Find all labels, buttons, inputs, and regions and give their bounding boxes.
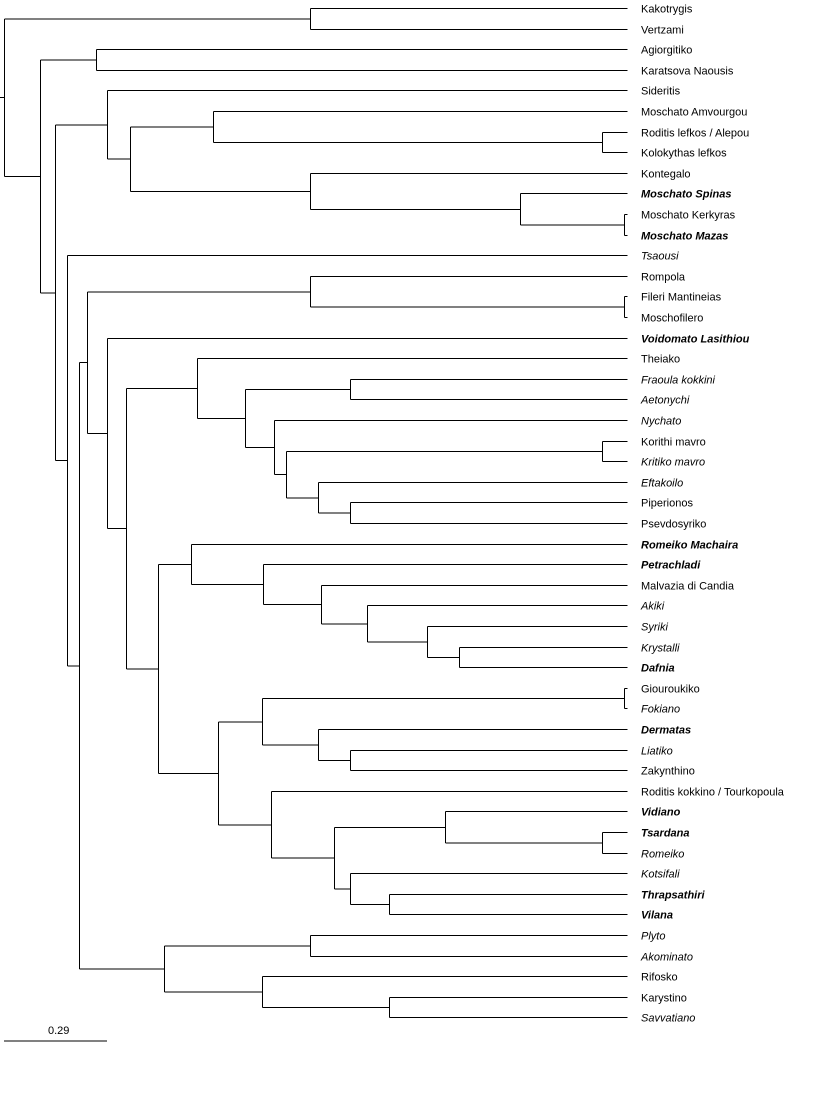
leaf-label: Vidiano <box>641 807 681 819</box>
leaf-label: Nychato <box>641 416 681 428</box>
leaf-label: Korithi mavro <box>641 437 706 449</box>
leaf-label: Fokiano <box>641 704 680 716</box>
leaf-label: Eftakoilo <box>641 478 683 490</box>
leaf-label: Malvazia di Candia <box>641 581 735 593</box>
leaf-label: Moschato Amvourgou <box>641 107 747 119</box>
leaf-label: Savvatiano <box>641 1013 695 1025</box>
leaf-label: Tsardana <box>641 828 690 840</box>
leaf-label: Fileri Mantineias <box>641 292 722 304</box>
leaf-label: Moschato Mazas <box>641 231 728 243</box>
leaf-label: Voidomato Lasithiou <box>641 334 750 346</box>
leaf-label: Syriki <box>641 622 668 634</box>
leaf-label: Moschofilero <box>641 313 703 325</box>
leaf-label: Agiorgitiko <box>641 45 692 57</box>
leaf-label: Thrapsathiri <box>641 890 706 902</box>
leaf-label: Liatiko <box>641 746 673 758</box>
leaf-label: Akominato <box>640 952 693 964</box>
leaf-label: Petrachladi <box>641 560 701 572</box>
leaf-label: Dermatas <box>641 725 691 737</box>
scale-bar: 0.29 <box>4 1025 107 1042</box>
leaf-label: Kritiko mavro <box>641 457 705 469</box>
leaf-label: Sideritis <box>641 86 681 98</box>
leaf-label: Roditis kokkino / Tourkopoula <box>641 787 785 799</box>
leaf-label: Akiki <box>640 601 665 613</box>
leaf-label: Karystino <box>641 993 687 1005</box>
leaf-label: Romeiko Machaira <box>641 540 738 552</box>
leaf-label: Fraoula kokkini <box>641 375 716 387</box>
leaf-label: Psevdosyriko <box>641 519 706 531</box>
leaf-label: Rompola <box>641 272 686 284</box>
leaf-label: Aetonychi <box>640 395 690 407</box>
leaf-label: Karatsova Naousis <box>641 66 734 78</box>
leaf-label: Piperionos <box>641 498 693 510</box>
scale-bar-label: 0.29 <box>48 1025 69 1037</box>
leaf-label: Moschato Kerkyras <box>641 210 736 222</box>
tree-branches <box>0 8 628 1018</box>
leaf-label: Tsaousi <box>641 251 679 263</box>
leaf-label: Giouroukiko <box>641 684 700 696</box>
leaf-label: Kakotrygis <box>641 4 693 16</box>
leaf-label: Kotsifali <box>641 869 680 881</box>
leaf-label: Vertzami <box>641 25 684 37</box>
leaf-label: Moschato Spinas <box>641 189 731 201</box>
leaf-label: Kolokythas lefkos <box>641 148 727 160</box>
leaf-labels: Kakotrygis Vertzami Agiorgitiko Karatsova N… <box>640 4 785 1025</box>
leaf-label: Kontegalo <box>641 169 691 181</box>
leaf-label: Theiako <box>641 354 680 366</box>
leaf-label: Dafnia <box>641 663 675 675</box>
leaf-label: Rifosko <box>641 972 678 984</box>
leaf-label: Roditis lefkos / Alepou <box>641 128 749 140</box>
leaf-label: Vilana <box>641 910 673 922</box>
leaf-label: Plyto <box>641 931 665 943</box>
leaf-label: Krystalli <box>641 643 680 655</box>
leaf-label: Romeiko <box>641 849 684 861</box>
leaf-label: Zakynthino <box>641 766 695 778</box>
